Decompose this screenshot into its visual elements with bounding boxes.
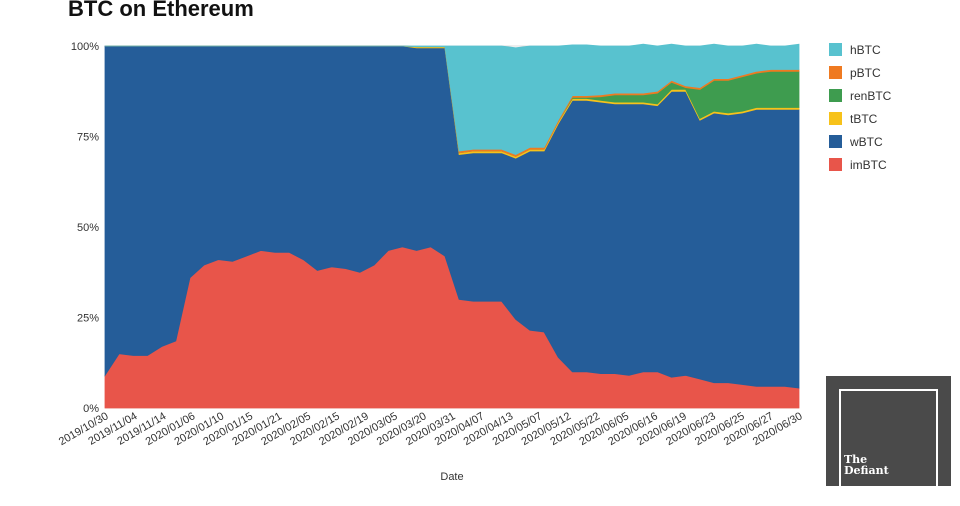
legend-swatch xyxy=(829,135,842,148)
logo-frame xyxy=(839,389,938,506)
stacked-area-chart: 0% 25% 50% 75% 100% 2019/10/302019/11/042019… xyxy=(57,41,805,480)
x-axis-label: Date xyxy=(440,471,463,480)
y-tick-label: 50% xyxy=(77,222,99,234)
legend-label: renBTC xyxy=(850,88,892,103)
legend-swatch xyxy=(829,89,842,102)
legend-item-renbtc[interactable]: renBTC xyxy=(829,84,891,107)
legend-item-pbtc[interactable]: pBTC xyxy=(829,61,891,84)
y-axis-ticks: 0% 25% 50% 75% 100% xyxy=(71,41,99,415)
legend-swatch xyxy=(829,43,842,56)
legend-swatch xyxy=(829,112,842,125)
y-tick-label: 75% xyxy=(77,132,99,144)
legend-item-tbtc[interactable]: tBTC xyxy=(829,107,891,130)
legend-item-imbtc[interactable]: imBTC xyxy=(829,153,891,176)
y-tick-label: 0% xyxy=(83,403,99,415)
legend-item-hbtc[interactable]: hBTC xyxy=(829,38,891,61)
legend-label: hBTC xyxy=(850,42,881,57)
logo-line-2: Defiant xyxy=(844,464,889,477)
legend-label: imBTC xyxy=(850,157,887,172)
x-axis-ticks: 2019/10/302019/11/042019/11/142020/01/06… xyxy=(57,410,805,448)
legend-label: wBTC xyxy=(850,134,883,149)
y-tick-label: 25% xyxy=(77,313,99,325)
chart-title: BTC on Ethereum xyxy=(68,0,254,21)
legend: hBTC pBTC renBTC tBTC wBTC imBTC xyxy=(829,38,891,176)
area-series xyxy=(104,43,800,409)
area-hbtc xyxy=(105,43,800,156)
legend-label: tBTC xyxy=(850,111,878,126)
the-defiant-logo: The Defiant xyxy=(826,376,951,506)
y-tick-label: 100% xyxy=(71,41,99,53)
logo-line-1: The xyxy=(844,453,868,466)
legend-swatch xyxy=(829,158,842,171)
logo-text: The Defiant xyxy=(844,454,889,476)
legend-swatch xyxy=(829,66,842,79)
legend-label: pBTC xyxy=(850,65,881,80)
legend-item-wbtc[interactable]: wBTC xyxy=(829,130,891,153)
